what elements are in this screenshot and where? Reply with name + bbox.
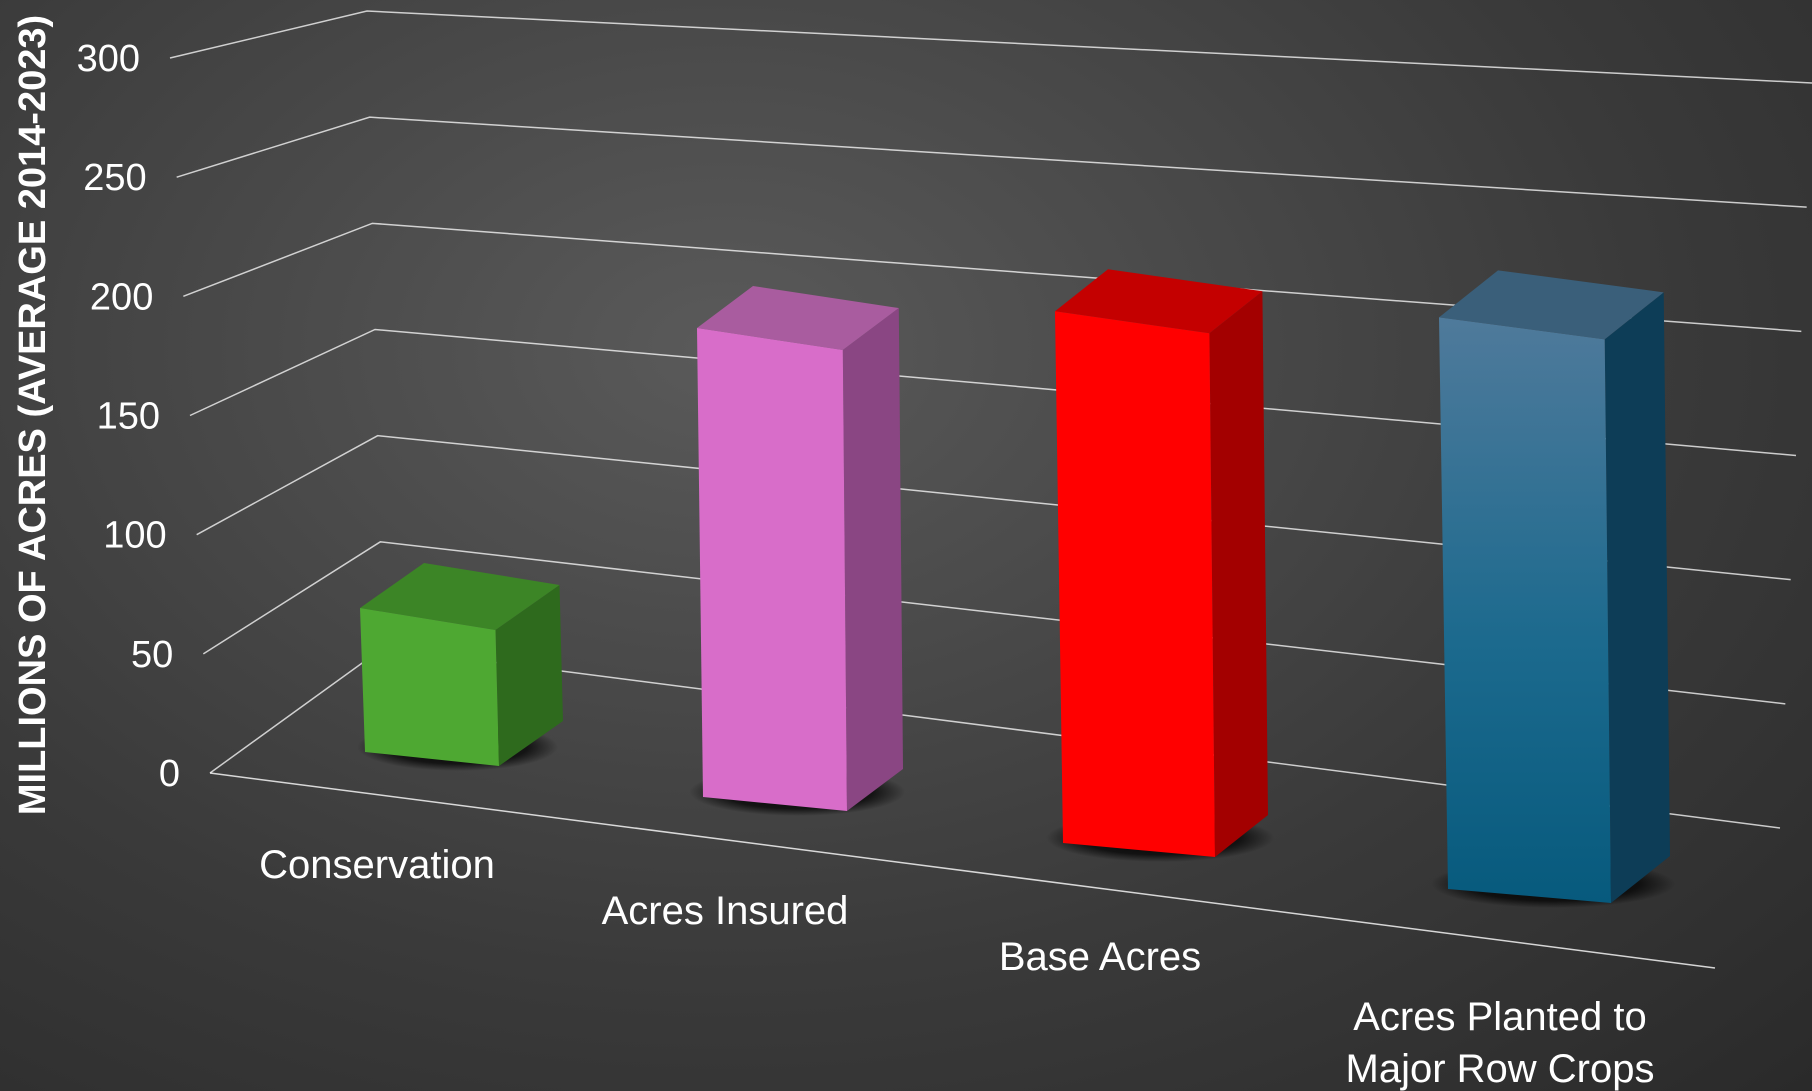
bar-conservation <box>357 563 563 771</box>
bar-side <box>842 308 903 811</box>
y-tick-label: 250 <box>83 157 146 199</box>
category-label: Conservation <box>259 843 495 887</box>
bar-side <box>1209 291 1268 857</box>
bar-front <box>697 328 847 811</box>
y-axis-title: MILLIONS OF ACRES (AVERAGE 2014-2023) <box>12 15 54 815</box>
gridline <box>176 116 1807 208</box>
bar-side <box>1604 292 1670 904</box>
floor-front-edge <box>209 772 1716 969</box>
bar-acres-insured <box>689 286 906 816</box>
y-tick-label: 50 <box>131 634 173 676</box>
category-label: Acres Planted to <box>1353 995 1647 1039</box>
bars <box>357 269 1676 908</box>
y-tick-label: 150 <box>97 396 160 438</box>
bar-side <box>495 585 563 766</box>
gridlines <box>169 10 1812 829</box>
category-label: Acres Insured <box>602 889 849 933</box>
bar-top <box>1055 269 1263 334</box>
y-tick-label: 0 <box>159 753 180 795</box>
bar-top <box>1439 270 1664 340</box>
gridline <box>169 10 1812 84</box>
y-tick-label: 300 <box>77 38 140 80</box>
y-tick-labels: 0 50 100 150 200 250 300 <box>77 38 180 795</box>
category-label: Base Acres <box>999 935 1201 979</box>
category-label: Major Row Crops <box>1346 1047 1655 1091</box>
category-labels: Conservation Acres Insured Base Acres Acres… <box>259 843 1654 1091</box>
gridline <box>196 434 1791 581</box>
gridline <box>183 222 1802 333</box>
bar-acres-planted-to-major-row-crops <box>1430 270 1676 908</box>
gridline <box>189 328 1797 457</box>
bar-top <box>360 563 560 630</box>
bar-front <box>360 608 499 766</box>
y-tick-label: 200 <box>90 276 153 318</box>
bar-base-acres <box>1046 269 1275 862</box>
bar-front <box>1439 317 1611 904</box>
bar-top <box>697 286 899 351</box>
bar-front <box>1055 311 1215 857</box>
y-tick-label: 100 <box>103 515 166 557</box>
gridline <box>202 541 1786 705</box>
floor <box>209 772 1716 969</box>
